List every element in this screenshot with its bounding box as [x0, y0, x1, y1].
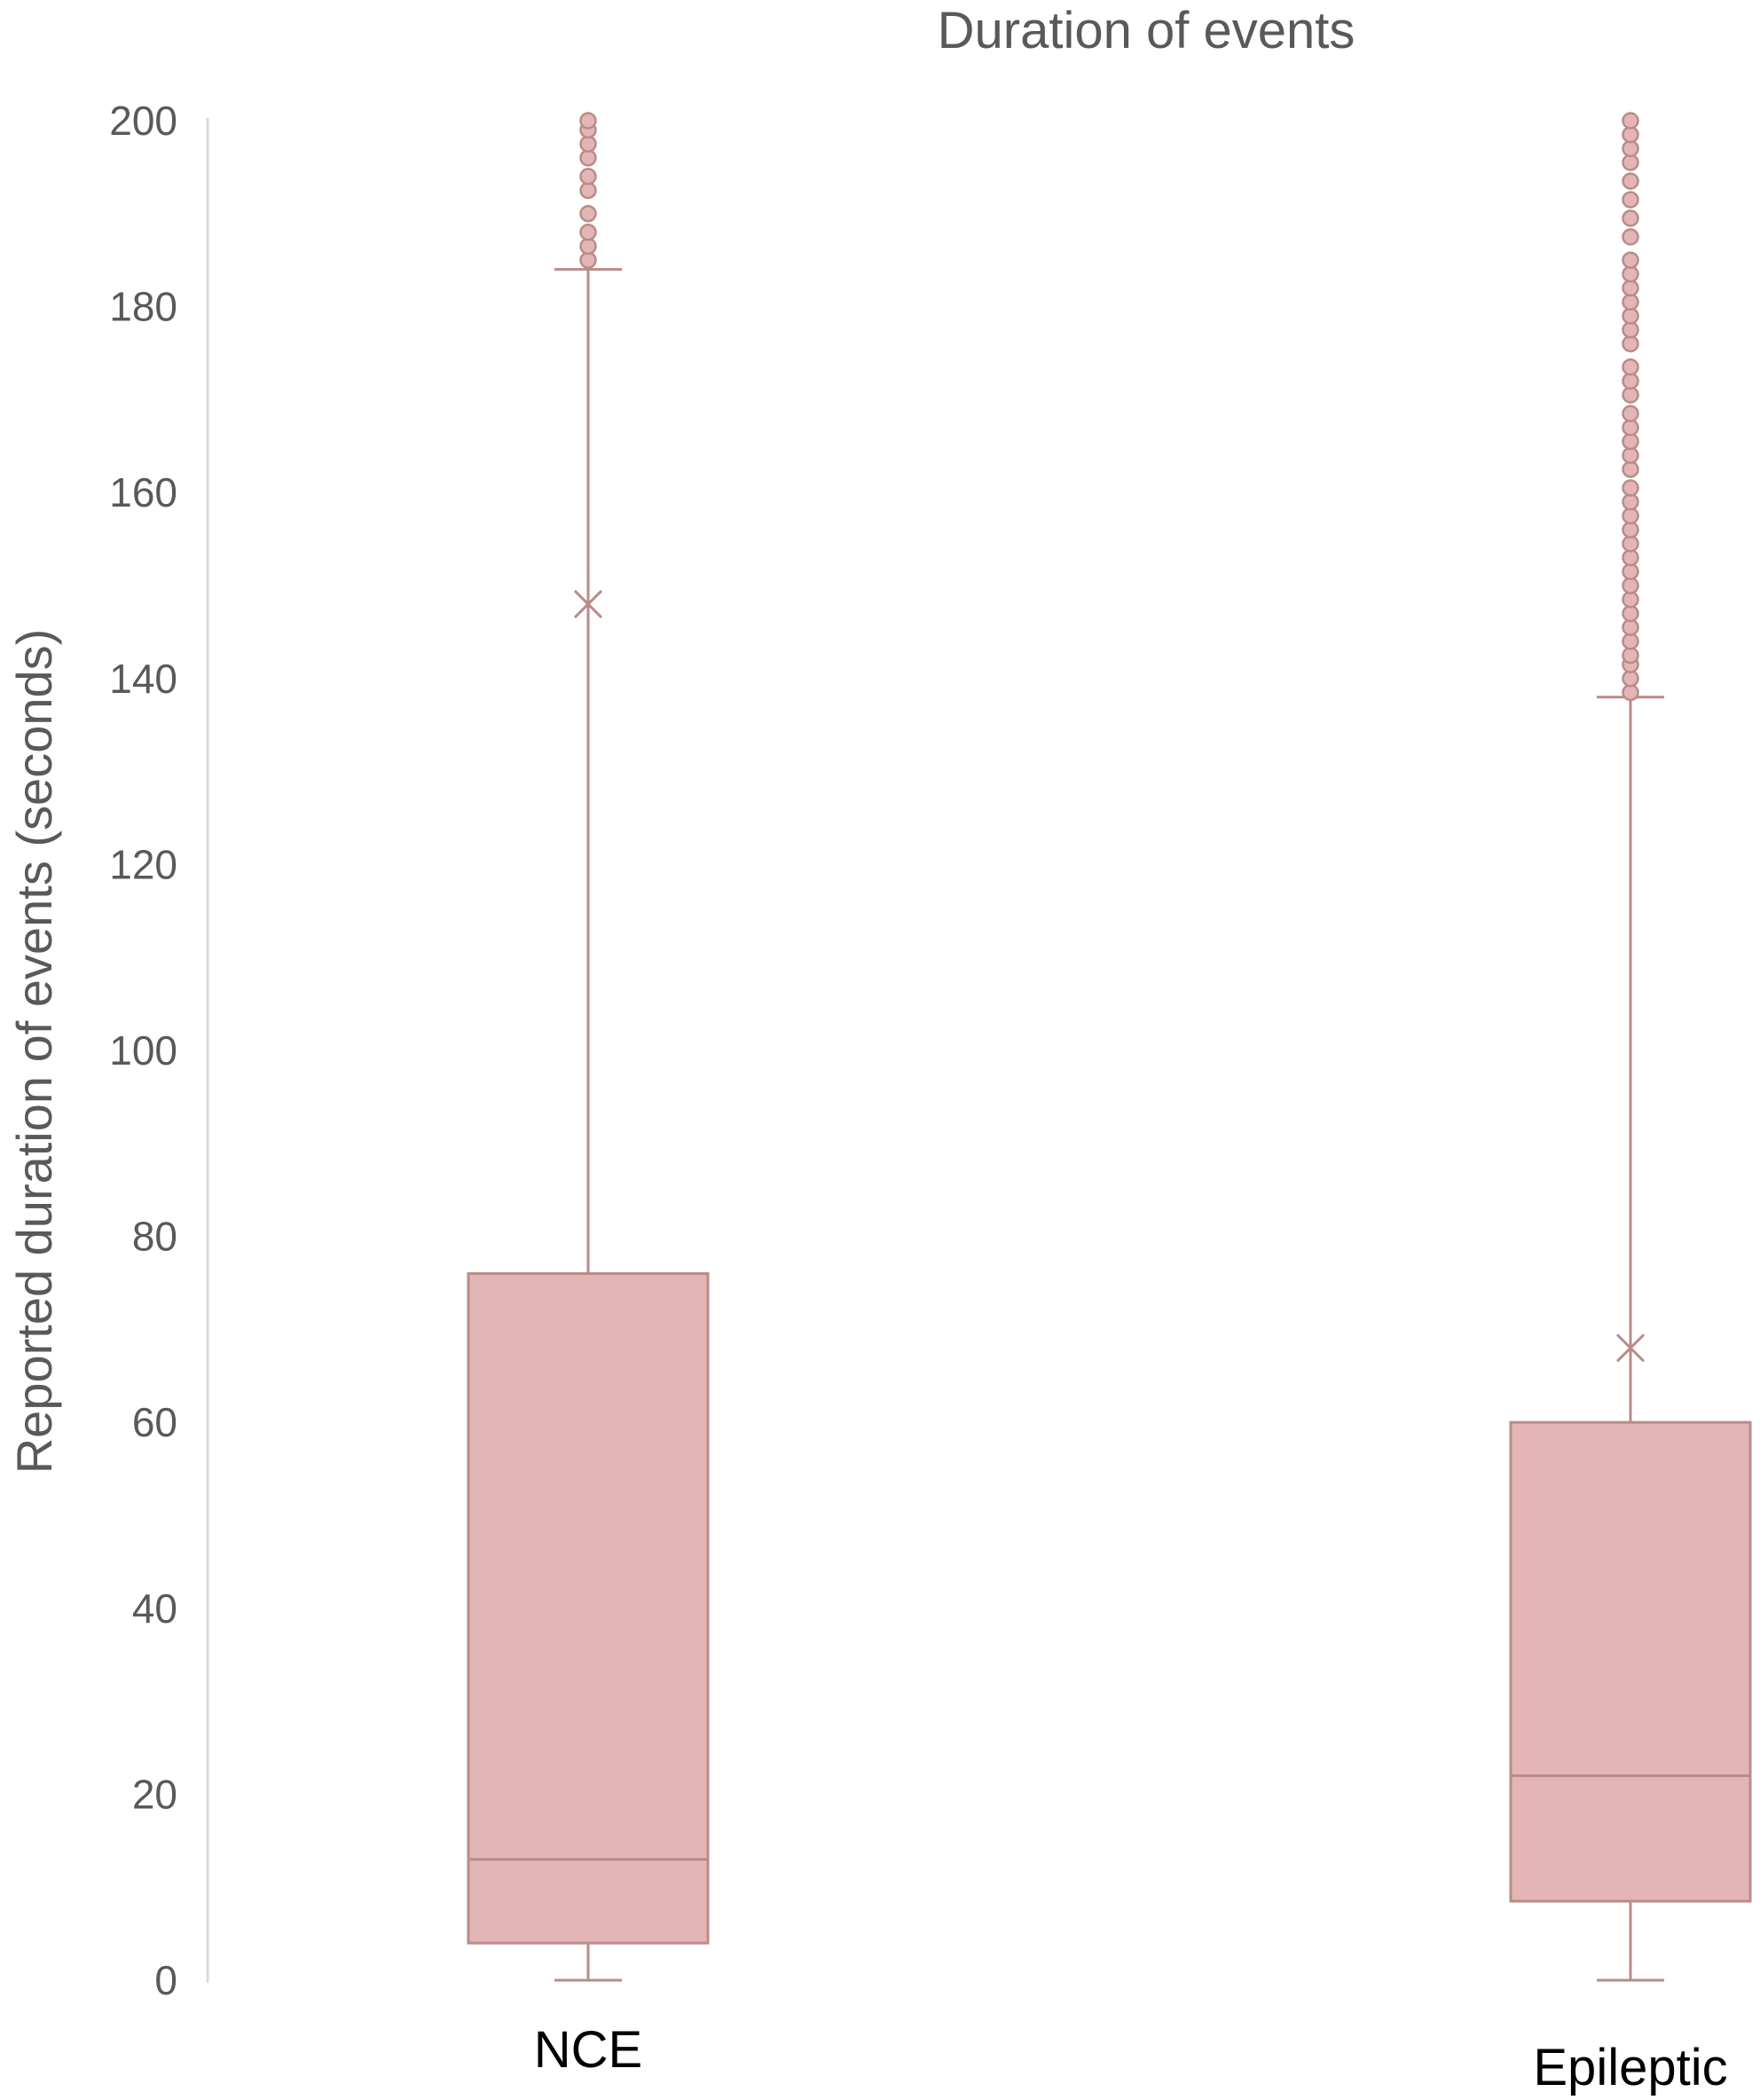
outlier-point — [579, 205, 597, 223]
y-tick-label: 140 — [109, 656, 177, 702]
outlier-point — [1622, 548, 1639, 567]
outlier-point — [1622, 432, 1639, 451]
outlier-point — [1622, 405, 1639, 422]
outlier-point — [579, 237, 597, 256]
y-tick-label: 0 — [154, 1957, 177, 2003]
outlier-point — [1622, 125, 1639, 144]
box-group-epileptic — [1509, 112, 1752, 1982]
outlier-point — [1622, 419, 1639, 437]
outlier-point — [1622, 590, 1639, 609]
outlier-point — [1622, 307, 1639, 325]
outlier-point — [579, 149, 597, 167]
outlier-point — [1622, 293, 1639, 311]
outlier-point — [579, 224, 597, 241]
outlier-point — [1622, 191, 1639, 208]
y-tick-label: 60 — [132, 1399, 177, 1445]
outlier-point — [1622, 321, 1639, 339]
y-tick-label: 40 — [132, 1585, 177, 1632]
y-tick-label: 100 — [109, 1027, 177, 1074]
y-tick-label: 160 — [109, 469, 177, 515]
outlier-point — [1622, 228, 1639, 246]
y-tick-label: 200 — [109, 98, 177, 144]
outlier-point — [579, 181, 597, 200]
mean-marker — [1615, 1333, 1646, 1363]
outlier-point — [1622, 251, 1639, 269]
category-labels: NCE Epileptic — [534, 2021, 1728, 2096]
outlier-point — [1622, 683, 1639, 702]
mean-marker — [573, 589, 603, 619]
y-axis-label: Reported duration of events (seconds) — [6, 629, 62, 1475]
outlier-point — [579, 135, 597, 153]
chart-title: Duration of events — [938, 2, 1355, 59]
outlier-point — [579, 168, 597, 185]
outlier-point — [1622, 209, 1639, 227]
category-label-epileptic: Epileptic — [1533, 2039, 1727, 2096]
outlier-point — [1622, 479, 1639, 497]
outlier-point — [1622, 386, 1639, 404]
outlier-point — [1622, 139, 1639, 158]
y-tick-label: 20 — [132, 1771, 177, 1817]
y-tick-label: 80 — [132, 1214, 177, 1260]
outlier-point — [1622, 372, 1639, 390]
outlier-point — [1622, 334, 1639, 353]
outlier-point — [1622, 153, 1639, 171]
outlier-point — [1622, 492, 1639, 511]
iqr-box — [467, 1272, 710, 1945]
outlier-point — [1622, 507, 1639, 525]
box-plot-series — [467, 112, 1752, 1982]
outlier-point — [1622, 604, 1639, 623]
box-group-nce — [467, 112, 710, 1982]
outlier-point — [1622, 460, 1639, 478]
outlier-point — [1622, 172, 1639, 190]
y-tick-label: 120 — [109, 841, 177, 887]
outlier-point — [1622, 279, 1639, 297]
outlier-point — [1622, 265, 1639, 283]
outlier-point — [579, 112, 597, 130]
outlier-point — [1622, 535, 1639, 553]
iqr-box — [1509, 1420, 1752, 1903]
outlier-point — [579, 251, 597, 269]
category-label-nce: NCE — [534, 2021, 642, 2079]
outlier-point — [1622, 646, 1639, 665]
outlier-point — [1622, 521, 1639, 539]
outlier-point — [1622, 446, 1639, 465]
y-tick-labels: 0 20 40 60 80 100 120 140 160 180 200 — [109, 98, 177, 2003]
outlier-point — [1622, 112, 1639, 130]
outlier-point — [1622, 358, 1639, 376]
outlier-point — [1622, 633, 1639, 650]
outlier-point — [1622, 562, 1639, 581]
outlier-point — [1622, 670, 1639, 688]
y-tick-label: 180 — [109, 284, 177, 330]
outlier-point — [1622, 618, 1639, 636]
outlier-point — [1622, 577, 1639, 594]
